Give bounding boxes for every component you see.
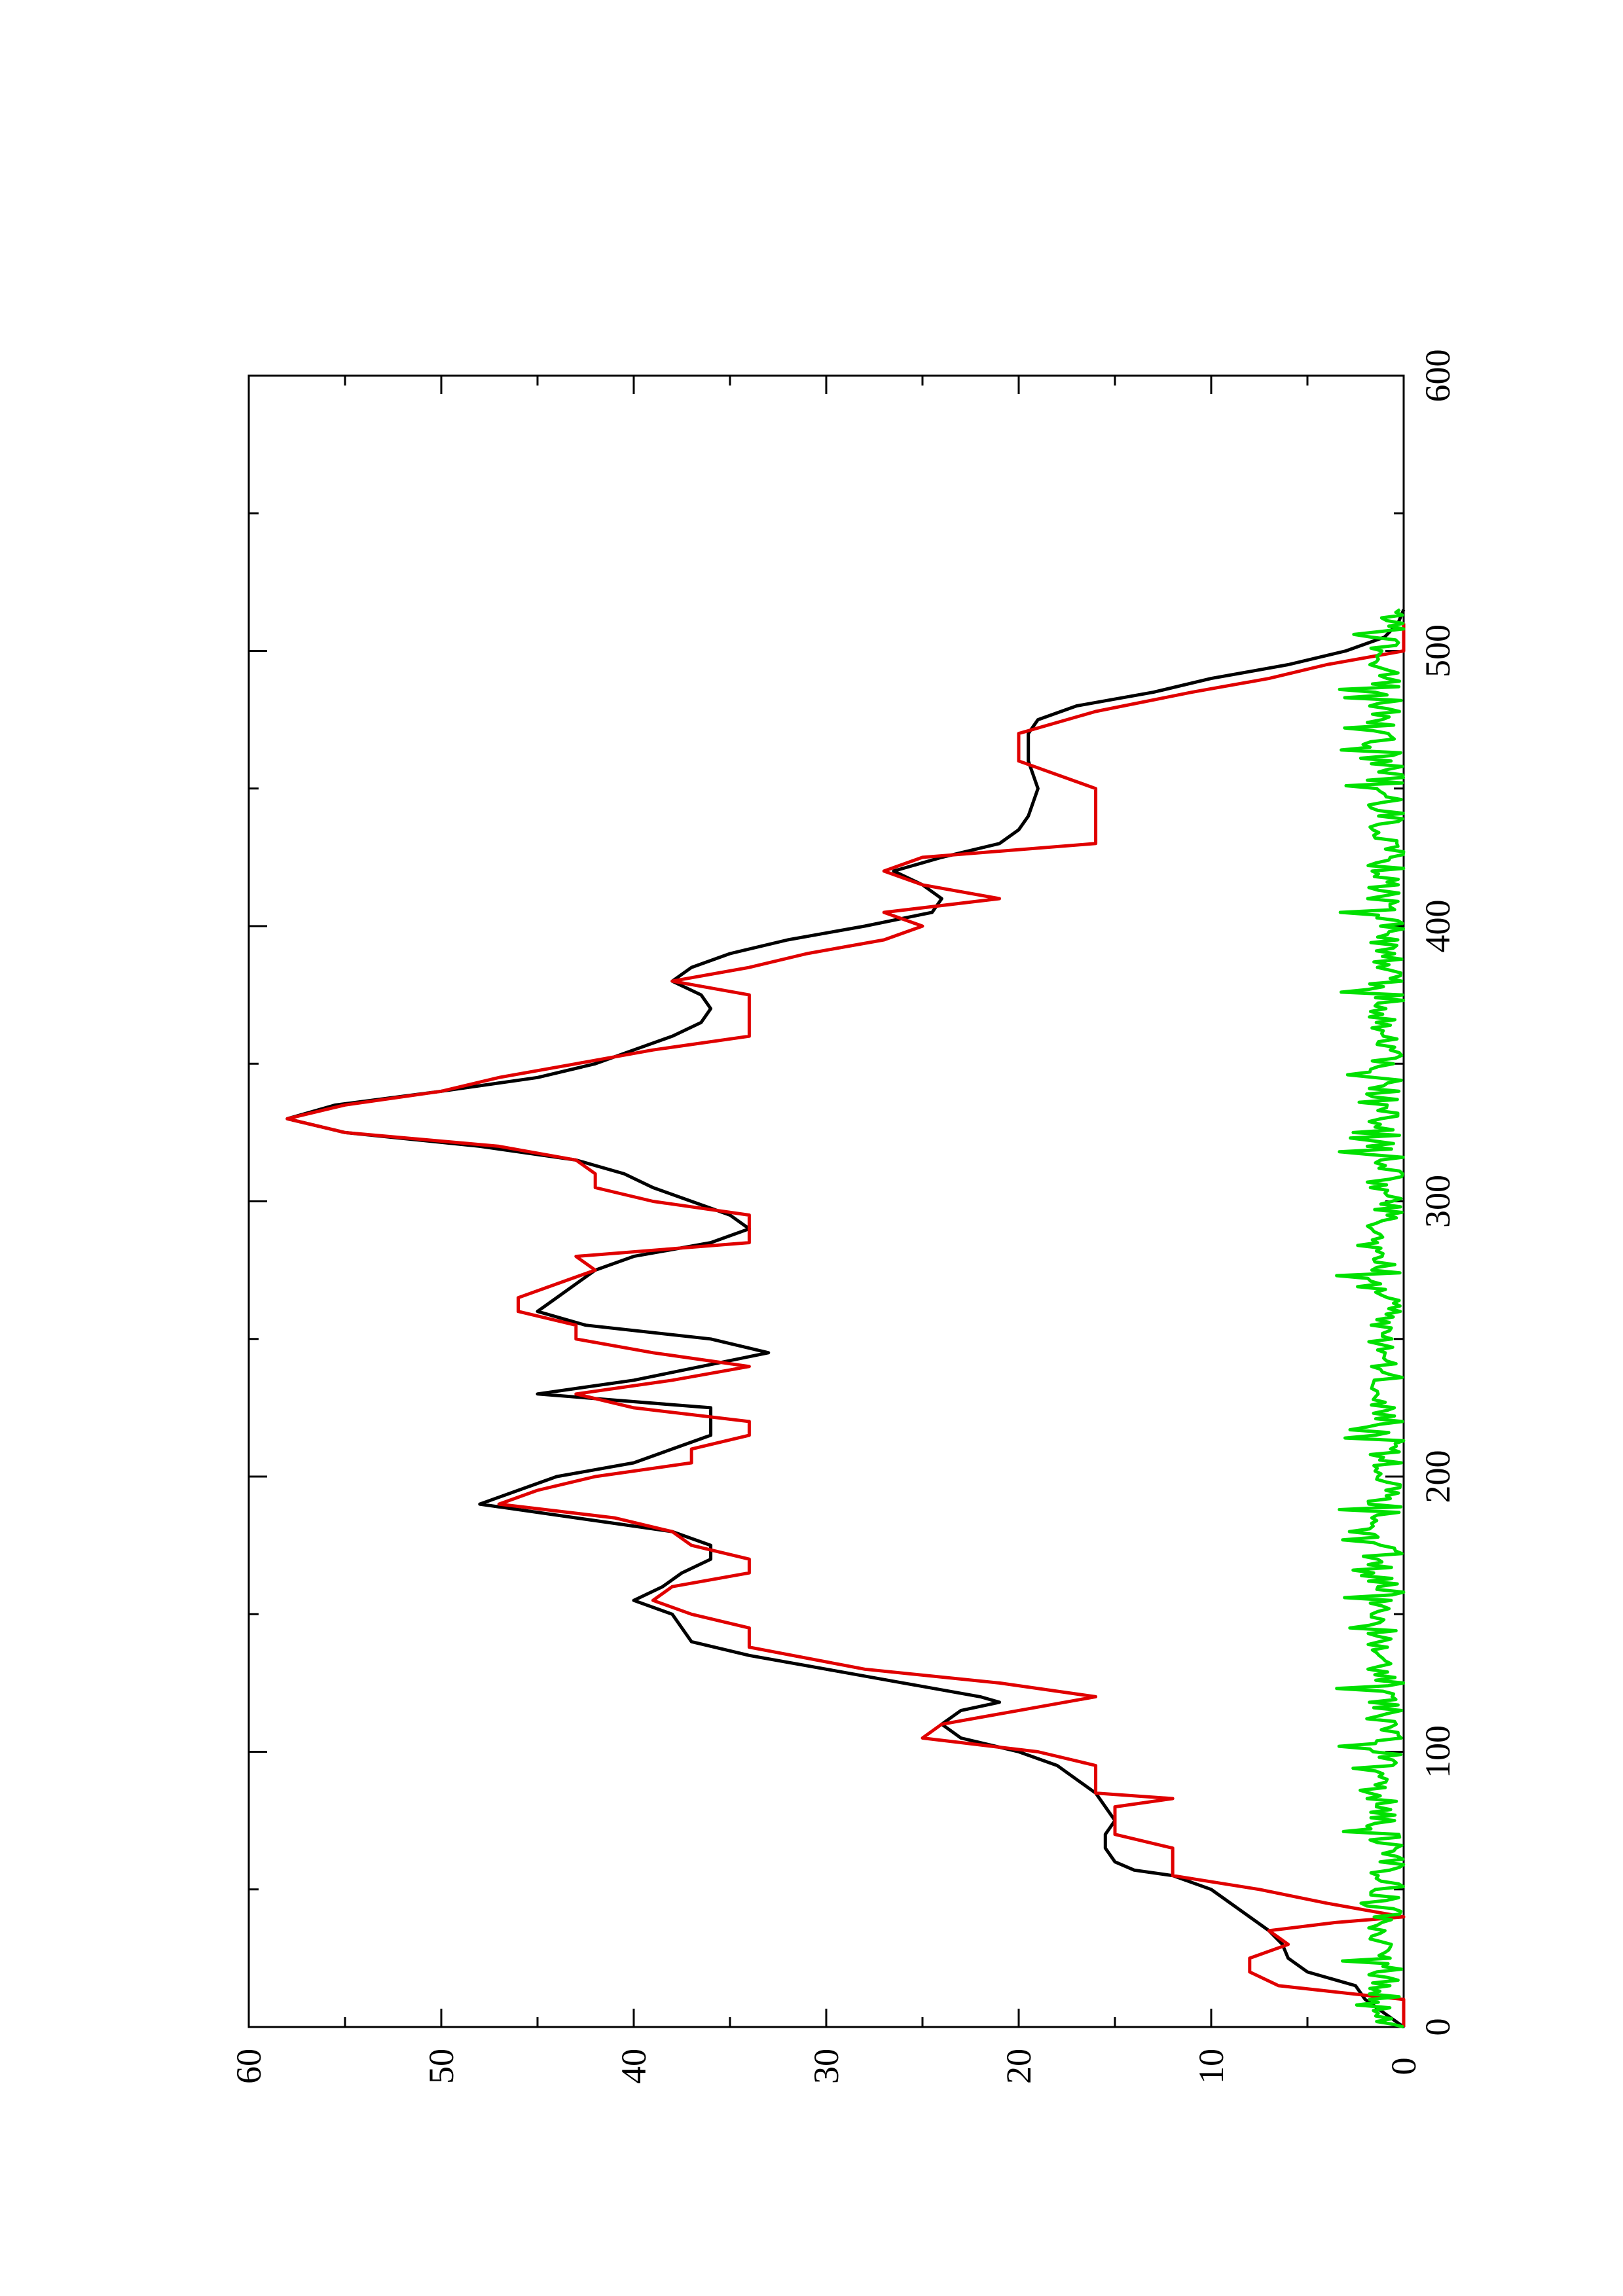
y-tick-label: 10 [1192,2049,1231,2084]
x-tick-label: 400 [1418,900,1457,953]
series-line-3 [1335,608,1406,2029]
axis-ticks [247,374,1405,2028]
plot-frame [247,374,1405,2028]
plot-area: 0 100 200 300 400 500 600 0 10 20 30 40 50 60 [229,350,1457,2085]
x-tick-label: 600 [1418,350,1457,403]
x-tick-label: 300 [1418,1175,1457,1228]
x-tick-label: 100 [1418,1725,1457,1778]
x-tick-label: 500 [1418,624,1457,677]
y-tick-label: 30 [807,2049,846,2084]
series-lines [285,608,1406,2029]
y-tick-label: 50 [422,2049,461,2084]
x-tick-label: 200 [1418,1450,1457,1503]
tick-labels: 0 100 200 300 400 500 600 0 10 20 30 40 50 60 [229,350,1457,2085]
series-line-1 [285,609,1406,2029]
y-tick-label: 0 [1384,2058,1423,2075]
y-tick-label: 60 [229,2049,268,2084]
x-tick-label: 0 [1418,2018,1457,2036]
series-line-2 [285,623,1406,2027]
y-tick-label: 20 [999,2049,1038,2084]
y-tick-label: 40 [614,2049,653,2084]
